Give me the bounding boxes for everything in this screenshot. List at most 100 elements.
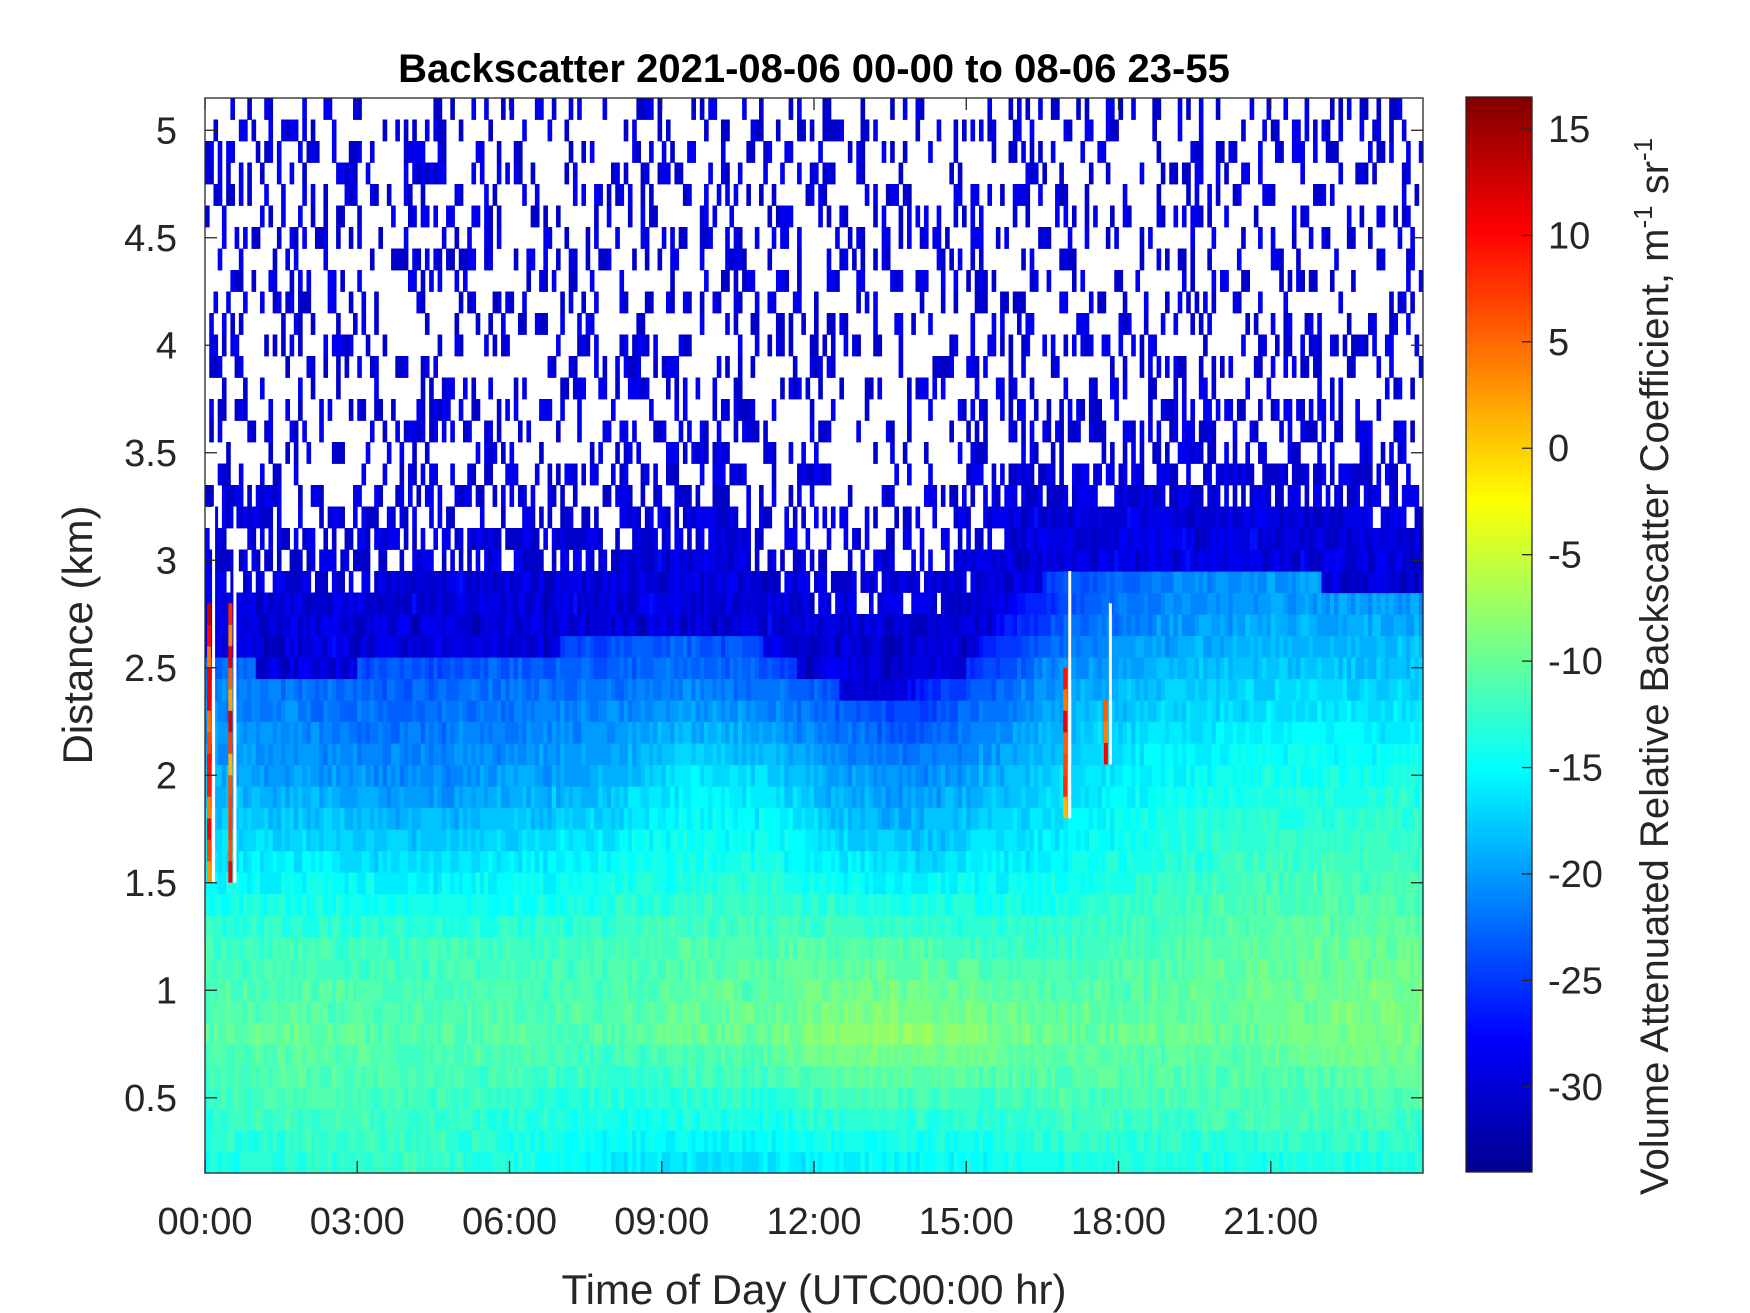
heat-cell: [932, 1022, 946, 1045]
heat-cell: [429, 786, 434, 809]
heat-cell: [974, 1065, 980, 1088]
heat-cell: [957, 807, 963, 830]
heat-cell: [234, 678, 240, 701]
heat-cell: [1080, 1151, 1086, 1174]
heat-cell: [835, 807, 840, 830]
heat-cell: [1080, 786, 1086, 809]
heat-cell: [293, 1130, 299, 1153]
heat-cell: [1173, 1108, 1183, 1131]
heat-cell: [534, 936, 540, 959]
heat-cell: [1000, 764, 1005, 787]
heat-cell: [509, 1044, 515, 1067]
heat-cell: [987, 1022, 993, 1045]
heat-cell: [729, 786, 743, 809]
heat-cell: [1038, 1065, 1048, 1088]
heat-cell: [661, 678, 671, 701]
heat-cell: [894, 1151, 900, 1174]
heat-cell: [852, 635, 857, 658]
heat-cell: [1224, 1108, 1230, 1131]
heat-cell: [353, 592, 358, 615]
heat-cell: [310, 1065, 320, 1088]
heat-cell: [543, 1001, 549, 1024]
heat-cell: [615, 571, 621, 594]
heat-cell: [1329, 807, 1335, 830]
heat-cell: [1342, 1065, 1348, 1088]
heat-cell: [970, 700, 980, 723]
heat-cell: [784, 721, 790, 744]
heat-cell: [289, 829, 303, 852]
heat-cell: [742, 743, 747, 766]
heat-cell: [890, 678, 895, 701]
heat-cell: [1249, 1022, 1255, 1045]
heat-cell: [983, 1151, 988, 1174]
heat-cell: [1055, 1130, 1060, 1153]
heat-cell: [446, 678, 460, 701]
heat-cell: [1050, 807, 1056, 830]
heat-cell: [649, 850, 667, 873]
heat-cell: [978, 958, 993, 981]
heat-cell: [1110, 614, 1115, 637]
heat-cell: [450, 614, 460, 637]
heat-cell: [1215, 700, 1221, 723]
heat-cell: [814, 1001, 824, 1024]
heat-cell: [534, 807, 540, 830]
heat-cell: [915, 850, 921, 873]
heat-cell: [382, 807, 388, 830]
heat-cell: [873, 915, 879, 938]
heat-cell: [517, 915, 523, 938]
heat-cell: [1114, 1108, 1120, 1131]
heat-cell: [1393, 850, 1399, 873]
heat-cell: [585, 1065, 591, 1088]
heat-cell: [640, 657, 654, 680]
heat-cell: [619, 571, 625, 594]
heat-cell: [243, 958, 248, 981]
heat-cell: [416, 592, 422, 615]
heat-cell: [496, 915, 502, 938]
heat-cell: [1084, 700, 1090, 723]
heat-cell: [1055, 700, 1060, 723]
heat-cell: [919, 958, 925, 981]
heat-cell: [272, 829, 282, 852]
heat-cell: [949, 958, 959, 981]
heat-cell: [272, 786, 278, 809]
heat-cell: [1338, 657, 1344, 680]
heat-cell: [1232, 592, 1255, 615]
heat-cell: [1207, 764, 1213, 787]
heat-cell: [1080, 872, 1086, 895]
heat-cell: [1194, 1151, 1204, 1174]
heat-cell: [987, 893, 993, 916]
heat-cell: [957, 1001, 967, 1024]
heat-cell: [441, 936, 447, 959]
heat-cell: [780, 893, 794, 916]
heat-cell: [627, 678, 633, 701]
heat-cell: [1317, 893, 1327, 916]
heat-cell: [623, 592, 629, 615]
heat-cell: [1249, 614, 1259, 637]
heat-cell: [949, 592, 955, 615]
heat-cell: [1029, 1022, 1039, 1045]
heat-cell: [615, 721, 629, 744]
heat-cell: [213, 743, 219, 766]
heat-cell: [1397, 1044, 1407, 1067]
heat-cell: [594, 979, 599, 1002]
heat-cell: [221, 592, 227, 615]
heat-cell: [437, 1151, 443, 1174]
heat-cell: [589, 614, 595, 637]
heat-cell: [1071, 1001, 1077, 1024]
heat-cell: [746, 915, 752, 938]
heat-cell: [691, 915, 705, 938]
heat-cell: [1329, 1108, 1335, 1131]
heat-cell: [1338, 807, 1344, 830]
heat-cell: [1169, 764, 1175, 787]
heat-cell: [771, 657, 781, 680]
heat-cell: [226, 1001, 231, 1024]
heat-cell: [809, 872, 815, 895]
heat-cell: [797, 915, 802, 938]
heat-cell: [543, 571, 557, 594]
heat-cell: [826, 678, 832, 701]
heat-cell: [395, 915, 405, 938]
heat-cell: [1097, 829, 1111, 852]
heat-cell: [585, 635, 591, 658]
heat-cell: [1029, 850, 1035, 873]
heat-cell: [1055, 1001, 1060, 1024]
